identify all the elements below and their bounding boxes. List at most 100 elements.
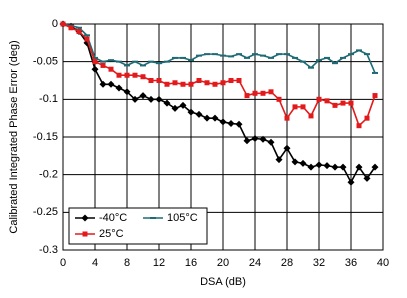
marker [188, 81, 194, 87]
marker [187, 108, 195, 116]
x-axis-label: DSA (dB) [200, 276, 246, 288]
y-tick-label: -0.05 [33, 56, 58, 68]
marker [316, 96, 322, 102]
x-tick-label: 4 [92, 257, 98, 269]
marker [84, 36, 90, 42]
marker [220, 80, 226, 86]
y-tick-label: -0.25 [33, 206, 58, 218]
marker [195, 110, 203, 118]
marker [332, 102, 338, 108]
marker [331, 163, 339, 171]
legend-label: -40°C [99, 212, 127, 224]
marker [276, 96, 282, 102]
marker [324, 98, 330, 104]
marker [211, 114, 219, 122]
marker [219, 118, 227, 126]
legend-marker [82, 231, 88, 237]
marker [123, 88, 131, 96]
marker [91, 65, 99, 73]
marker [283, 144, 291, 152]
x-tick-label: 36 [345, 257, 357, 269]
marker [68, 25, 74, 31]
marker [339, 163, 347, 171]
x-tick-label: 0 [60, 257, 66, 269]
marker [284, 115, 290, 121]
marker [251, 135, 259, 143]
y-tick-label: -0.1 [39, 93, 58, 105]
marker [140, 74, 146, 80]
series-line [62, 23, 376, 128]
x-tick-label: 40 [377, 257, 389, 269]
x-tick-label: 8 [124, 257, 130, 269]
marker [236, 78, 242, 83]
marker [60, 21, 66, 27]
y-tick-label: 0 [52, 18, 58, 30]
marker [156, 78, 162, 83]
marker [307, 163, 315, 171]
marker [259, 135, 267, 143]
marker [347, 178, 355, 186]
y-tick-label: -0.3 [39, 244, 58, 256]
marker [291, 158, 299, 166]
marker [315, 161, 323, 169]
marker [292, 104, 298, 110]
y-axis-label: Calibrated Integrated Phase Error (deg) [8, 40, 20, 233]
x-tick-label: 28 [281, 257, 293, 269]
marker [132, 72, 138, 78]
x-tick-label: 12 [153, 257, 165, 269]
x-tick-label: 24 [249, 257, 261, 269]
marker [228, 78, 234, 83]
marker [147, 95, 155, 103]
marker [267, 138, 275, 146]
marker [99, 80, 107, 88]
marker [203, 114, 211, 122]
plot-frame [62, 23, 384, 251]
marker [371, 163, 379, 171]
marker [308, 113, 314, 119]
marker [172, 80, 178, 86]
marker [252, 90, 258, 96]
y-tick-label: -0.15 [33, 131, 58, 143]
x-tick-label: 16 [185, 257, 197, 269]
marker [244, 93, 250, 99]
marker [171, 104, 179, 112]
marker [356, 123, 362, 129]
marker [155, 95, 163, 103]
legend-label: 105°C [167, 212, 198, 224]
marker [100, 62, 106, 68]
marker [300, 104, 306, 110]
marker [124, 72, 130, 78]
legend-box [68, 207, 208, 245]
marker [179, 101, 187, 109]
marker [107, 80, 115, 88]
x-tick-label: 20 [217, 257, 229, 269]
series-line [62, 23, 376, 74]
marker [148, 78, 154, 83]
marker [115, 84, 123, 92]
legend-marker [81, 214, 89, 222]
marker [348, 100, 354, 106]
marker [299, 159, 307, 167]
marker [372, 93, 378, 99]
marker [243, 137, 251, 145]
legend-label: 25°C [99, 228, 124, 240]
marker [164, 81, 170, 87]
marker [235, 120, 243, 128]
marker [76, 29, 82, 35]
y-tick-label: -0.2 [39, 169, 58, 181]
marker [355, 163, 363, 171]
marker [323, 162, 331, 170]
marker [92, 59, 98, 65]
marker [108, 66, 114, 72]
marker [363, 174, 371, 182]
marker [116, 72, 122, 78]
series-line [62, 23, 376, 184]
marker [227, 119, 235, 127]
marker [275, 156, 283, 164]
marker [196, 78, 202, 83]
marker [204, 80, 210, 86]
marker [180, 81, 186, 87]
marker [131, 95, 139, 103]
x-tick-label: 32 [313, 257, 325, 269]
